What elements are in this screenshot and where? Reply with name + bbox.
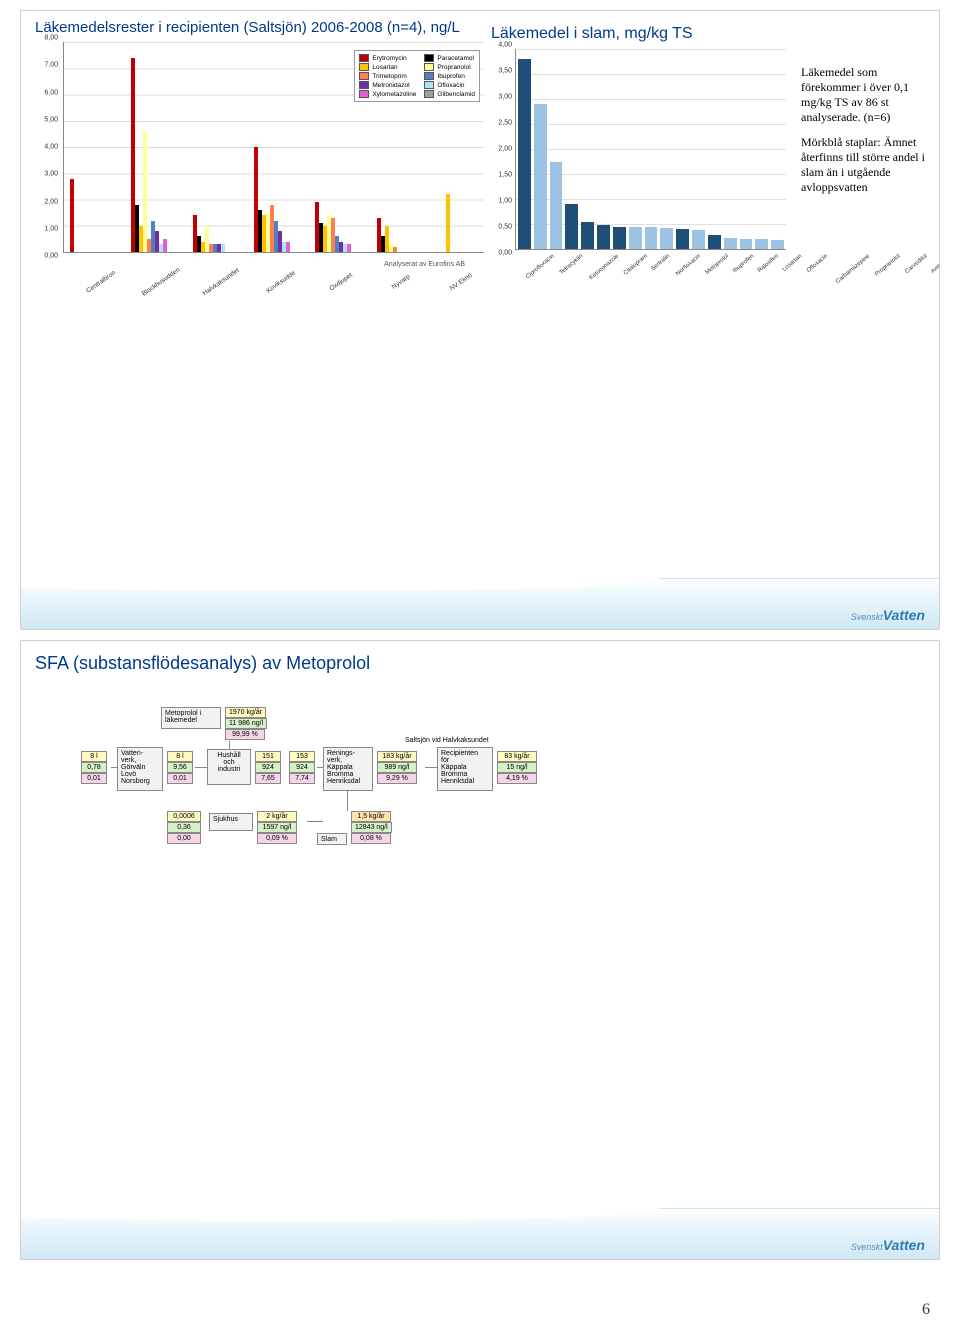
chart2-x-axis: CiprofloxacinTetracyklinKetoconazoleCita… xyxy=(516,249,786,289)
chart1-title: Läkemedelsrester i recipienten (Saltsjön… xyxy=(35,19,475,36)
slam-bar-chart: 0,000,501,001,502,002,503,003,504,00 Cip… xyxy=(515,49,786,250)
flow-sjukhus: Sjukhus xyxy=(209,813,253,831)
flow-leftin-bot: 0,01 xyxy=(81,773,107,784)
flow-saltsjon-label: Saltsjön vid Halvkaksundet xyxy=(405,737,489,744)
sidetext-2: Mörkblå staplar: Ämnet återfinns till st… xyxy=(801,135,931,195)
flow-leftin-mid: 0,78 xyxy=(81,762,107,773)
flow-diagram: Metoprolol i läkemedel 1970 kg/år 11 986… xyxy=(111,721,591,881)
flow-hushall: Hushåll och industri xyxy=(207,749,251,785)
flow-top-pct: 99,99 % xyxy=(225,729,265,740)
wave-decoration: SvensktVatten xyxy=(21,1208,939,1259)
chart1-x-axis: CentralbronBlockhusuddenHalvkaksundetKov… xyxy=(64,252,484,286)
flow-renings: Renings- verk, Käppala Bromma Henriksdal xyxy=(323,747,373,791)
flow-top-box: Metoprolol i läkemedel xyxy=(161,707,221,729)
flow-leftin-top: 8 l xyxy=(81,751,107,762)
flow-vattenverk: Vatten- verk, Görväln Lovö Norsborg xyxy=(117,747,163,791)
chart1-y-axis: 0,001,002,003,004,005,006,007,008,00 xyxy=(36,38,60,256)
flow-top-sub: 11 986 ng/l xyxy=(225,718,267,729)
chart1-credit: Analyserat av Eurofins AB xyxy=(384,261,465,268)
chart2-title: Läkemedel i slam, mg/kg TS xyxy=(491,25,931,43)
wave-decoration: SvensktVatten xyxy=(21,578,939,629)
chart2-y-axis: 0,000,501,001,502,002,503,003,504,00 xyxy=(492,45,514,253)
vatten-logo: SvensktVatten xyxy=(851,1237,925,1253)
grouped-bar-chart: 0,001,002,003,004,005,006,007,008,00 Ery… xyxy=(63,42,484,253)
slide2-title: SFA (substansflödesanalys) av Metoprolol xyxy=(35,653,370,674)
page-number: 6 xyxy=(922,1301,930,1319)
chart2-sidetext: Läkemedel som förekommer i över 0,1 mg/k… xyxy=(801,65,931,205)
slide-2: SFA (substansflödesanalys) av Metoprolol… xyxy=(20,640,940,1260)
slide-1: Läkemedelsrester i recipienten (Saltsjön… xyxy=(20,10,940,630)
flow-recipient: Recipienten för Käppala Bromma Henriksda… xyxy=(437,747,493,791)
flow-top-val: 1970 kg/år xyxy=(225,707,266,718)
sidetext-1: Läkemedel som förekommer i över 0,1 mg/k… xyxy=(801,65,931,125)
chart1-legend: ErytromycinParacetamolLosartanPropranolo… xyxy=(354,50,480,102)
flow-slam: Slam xyxy=(317,833,347,845)
vatten-logo: SvensktVatten xyxy=(851,607,925,623)
